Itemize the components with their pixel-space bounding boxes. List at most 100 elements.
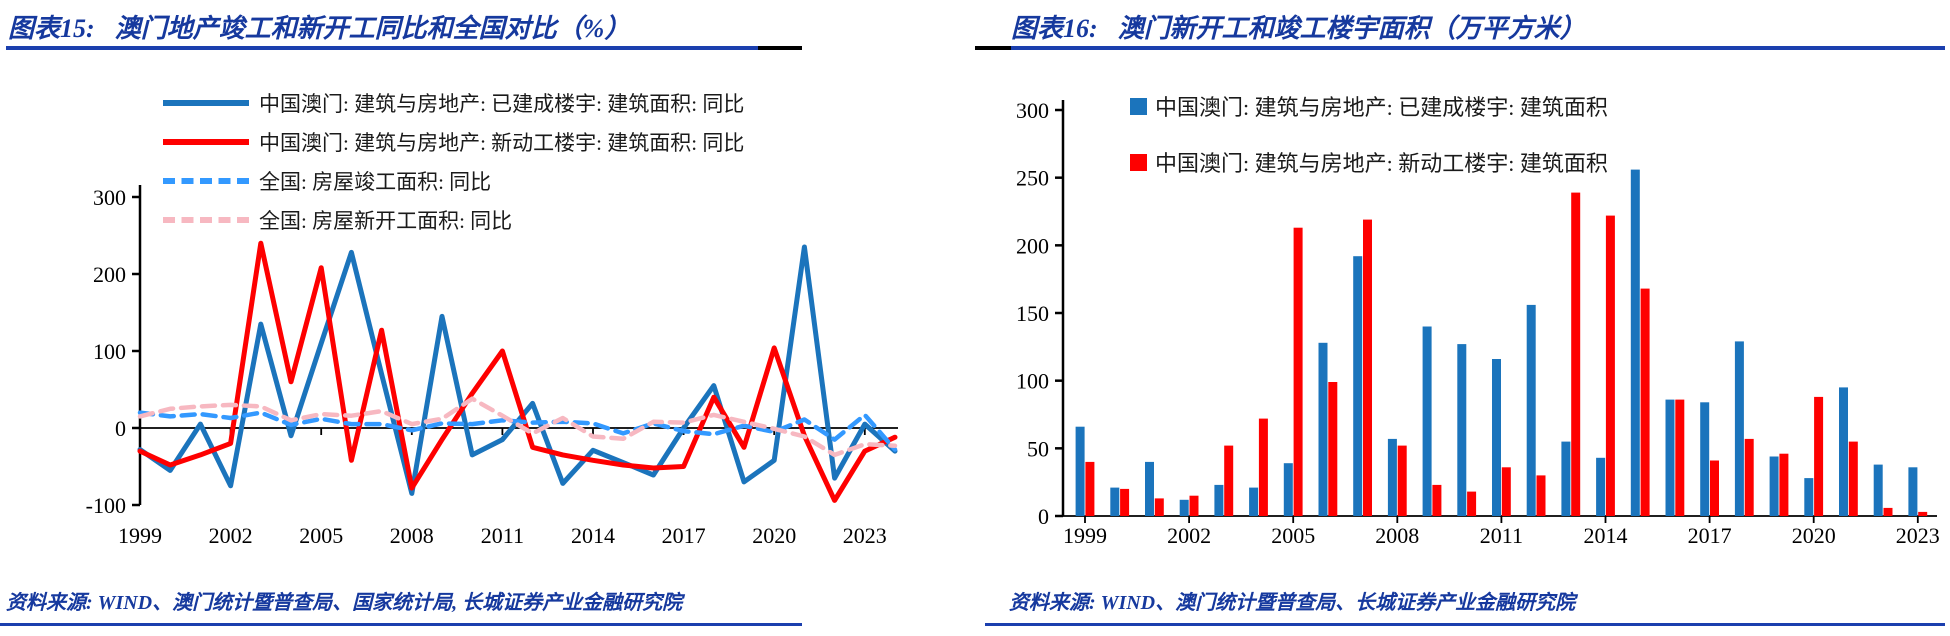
figure-16-title-label: 图表16: xyxy=(1011,14,1098,43)
bar-completed-2001 xyxy=(1145,461,1154,516)
x-axis-tick-label: 2023 xyxy=(1896,523,1940,548)
bar-completed-2017 xyxy=(1700,402,1710,516)
bar-starts-2013 xyxy=(1571,192,1581,516)
y-axis-tick-label: 100 xyxy=(1016,369,1049,394)
bar-starts-2023 xyxy=(1918,511,1928,516)
bar-starts-2001 xyxy=(1154,498,1164,516)
x-axis-tick-label: 2011 xyxy=(481,523,524,548)
bar-completed-2011 xyxy=(1492,359,1501,516)
x-axis-tick-label: 2020 xyxy=(1792,523,1836,548)
figure-15-panel: 图表15: 澳门地产竣工和新开工同比和全国对比（%） 中国澳门: 建筑与房地产:… xyxy=(0,14,975,626)
figure-15-title-rule xyxy=(0,46,975,50)
bar-chart-svg: 0 50 100 150 200 250 300 1999 2002 2005 2008 2011 20… xyxy=(1016,98,1940,548)
legend-label: 全国: 房屋新开工面积: 同比 xyxy=(259,209,513,233)
figure-15-source: 资料来源: WIND、澳门统计暨普查局、国家统计局, 长城证券产业金融研究院 xyxy=(6,592,683,614)
figure-15-title-label: 图表15: xyxy=(8,14,95,43)
bar-completed-2015 xyxy=(1630,169,1640,516)
bar-starts-2003 xyxy=(1224,445,1234,516)
figure-16-panel: 图表16: 澳门新开工和竣工楼宇面积（万平方米） 中国澳门: 建筑与房地产: 已… xyxy=(975,0,1950,636)
x-axis-tick-label: 2005 xyxy=(299,523,343,548)
line-series-3 xyxy=(137,396,898,458)
legend-label: 中国澳门: 建筑与房地产: 已建成楼宇: 建筑面积 xyxy=(1155,95,1608,120)
x-axis-tick-label: 2017 xyxy=(662,523,706,548)
y-axis-tick-label: 300 xyxy=(1016,98,1049,123)
legend-item-1: 中国澳门: 建筑与房地产: 新动工楼宇: 建筑面积: 同比 xyxy=(163,127,744,157)
bar-completed-2003 xyxy=(1214,484,1224,516)
bar-completed-2016 xyxy=(1665,399,1675,516)
bar-completed-2004 xyxy=(1249,487,1259,516)
x-axis-tick-label: 2002 xyxy=(1167,523,1211,548)
figure-16-title: 图表16: 澳门新开工和竣工楼宇面积（万平方米） xyxy=(1011,8,1586,45)
y-axis-tick-label: 0 xyxy=(1038,504,1049,529)
bar-starts-2015 xyxy=(1640,288,1650,516)
bar-starts-2006 xyxy=(1328,382,1338,516)
figure-16-title-text: 澳门新开工和竣工楼宇面积（万平方米） xyxy=(1117,14,1586,43)
figure-15-title-text: 澳门地产竣工和新开工同比和全国对比（%） xyxy=(114,14,631,43)
color-swatch xyxy=(1130,153,1147,171)
x-axis-tick-label: 2008 xyxy=(390,523,434,548)
y-axis-tick-label: 150 xyxy=(1016,301,1049,326)
bar-starts-2000 xyxy=(1120,488,1130,516)
bar-starts-2007 xyxy=(1363,219,1372,516)
bar-completed-2002 xyxy=(1179,499,1189,516)
dashed-line-sample xyxy=(163,217,249,223)
bar-completed-2022 xyxy=(1873,464,1883,516)
bar-starts-2008 xyxy=(1397,445,1407,516)
bar-starts-2018 xyxy=(1744,438,1754,516)
bar-starts-2011 xyxy=(1501,467,1511,516)
y-axis-tick-label: 200 xyxy=(1016,233,1049,258)
bar-completed-2019 xyxy=(1769,456,1779,516)
y-axis-tick-label: -100 xyxy=(86,493,126,518)
bar-starts-2020 xyxy=(1814,396,1824,516)
bar-starts-2014 xyxy=(1605,215,1615,516)
bar-starts-2017 xyxy=(1710,460,1719,516)
bar-completed-2012 xyxy=(1526,304,1536,516)
bar-completed-2023 xyxy=(1908,467,1918,516)
dashed-line-sample xyxy=(163,178,249,184)
title-rule-blue xyxy=(6,46,758,50)
y-axis-tick-label: 300 xyxy=(93,185,126,210)
legend-item-0: 中国澳门: 建筑与房地产: 已建成楼宇: 建筑面积: 同比 xyxy=(163,88,744,118)
line-series-1 xyxy=(137,240,898,503)
bar-starts-2012 xyxy=(1536,475,1546,516)
bar-completed-2020 xyxy=(1804,478,1814,516)
bar-completed-2005 xyxy=(1283,463,1293,516)
bar-completed-2000 xyxy=(1110,487,1120,516)
y-axis-tick-label: 250 xyxy=(1016,166,1049,191)
legend-item-2: 全国: 房屋竣工面积: 同比 xyxy=(163,166,744,196)
figure-15-bottom-rule xyxy=(0,623,802,626)
bar-completed-2006 xyxy=(1318,342,1328,516)
legend-label: 全国: 房屋竣工面积: 同比 xyxy=(259,170,492,194)
bar-completed-2013 xyxy=(1561,441,1571,516)
x-axis-tick-label: 2011 xyxy=(1480,523,1523,548)
figure-15-legend: 中国澳门: 建筑与房地产: 已建成楼宇: 建筑面积: 同比 中国澳门: 建筑与房地… xyxy=(163,88,744,235)
solid-line-sample xyxy=(163,100,249,106)
x-axis-tick-label: 2014 xyxy=(1584,523,1628,548)
bar-starts-2005 xyxy=(1293,227,1303,516)
figure-16-legend: 中国澳门: 建筑与房地产: 已建成楼宇: 建筑面积 中国澳门: 建筑与房地产: 新… xyxy=(1130,90,1608,178)
y-axis-tick-label: 200 xyxy=(93,262,126,287)
figure-16-source: 资料来源: WIND、澳门统计暨普查局、长城证券产业金融研究院 xyxy=(1009,592,1576,614)
y-axis-tick-label: 0 xyxy=(115,416,126,441)
title-rule-black-cap xyxy=(975,46,1011,50)
title-rule-blue xyxy=(1011,46,1945,50)
bar-completed-2021 xyxy=(1839,387,1848,516)
legend-label: 中国澳门: 建筑与房地产: 已建成楼宇: 建筑面积: 同比 xyxy=(259,92,745,116)
x-axis-tick-label: 2005 xyxy=(1271,523,1315,548)
bar-starts-2021 xyxy=(1848,441,1858,516)
bar-completed-2009 xyxy=(1422,326,1432,516)
legend-item-3: 全国: 房屋新开工面积: 同比 xyxy=(163,205,744,235)
y-axis-tick-label: 50 xyxy=(1027,436,1049,461)
x-axis-tick-label: 2014 xyxy=(571,523,615,548)
figure-16-title-rule xyxy=(975,46,1950,50)
bar-starts-2009 xyxy=(1432,484,1442,516)
bar-starts-2019 xyxy=(1779,453,1789,516)
x-axis-tick-label: 2023 xyxy=(843,523,887,548)
line-chart-svg: 300 200 100 0 -100 1999 2002 2005 2008 2011 2014 20… xyxy=(86,185,898,548)
x-axis-tick-label: 2002 xyxy=(209,523,253,548)
line-series-2 xyxy=(137,410,898,452)
legend-label: 中国澳门: 建筑与房地产: 新动工楼宇: 建筑面积: 同比 xyxy=(259,131,745,155)
x-axis-tick-label: 1999 xyxy=(1063,523,1107,548)
legend-label: 中国澳门: 建筑与房地产: 新动工楼宇: 建筑面积 xyxy=(1155,151,1608,176)
